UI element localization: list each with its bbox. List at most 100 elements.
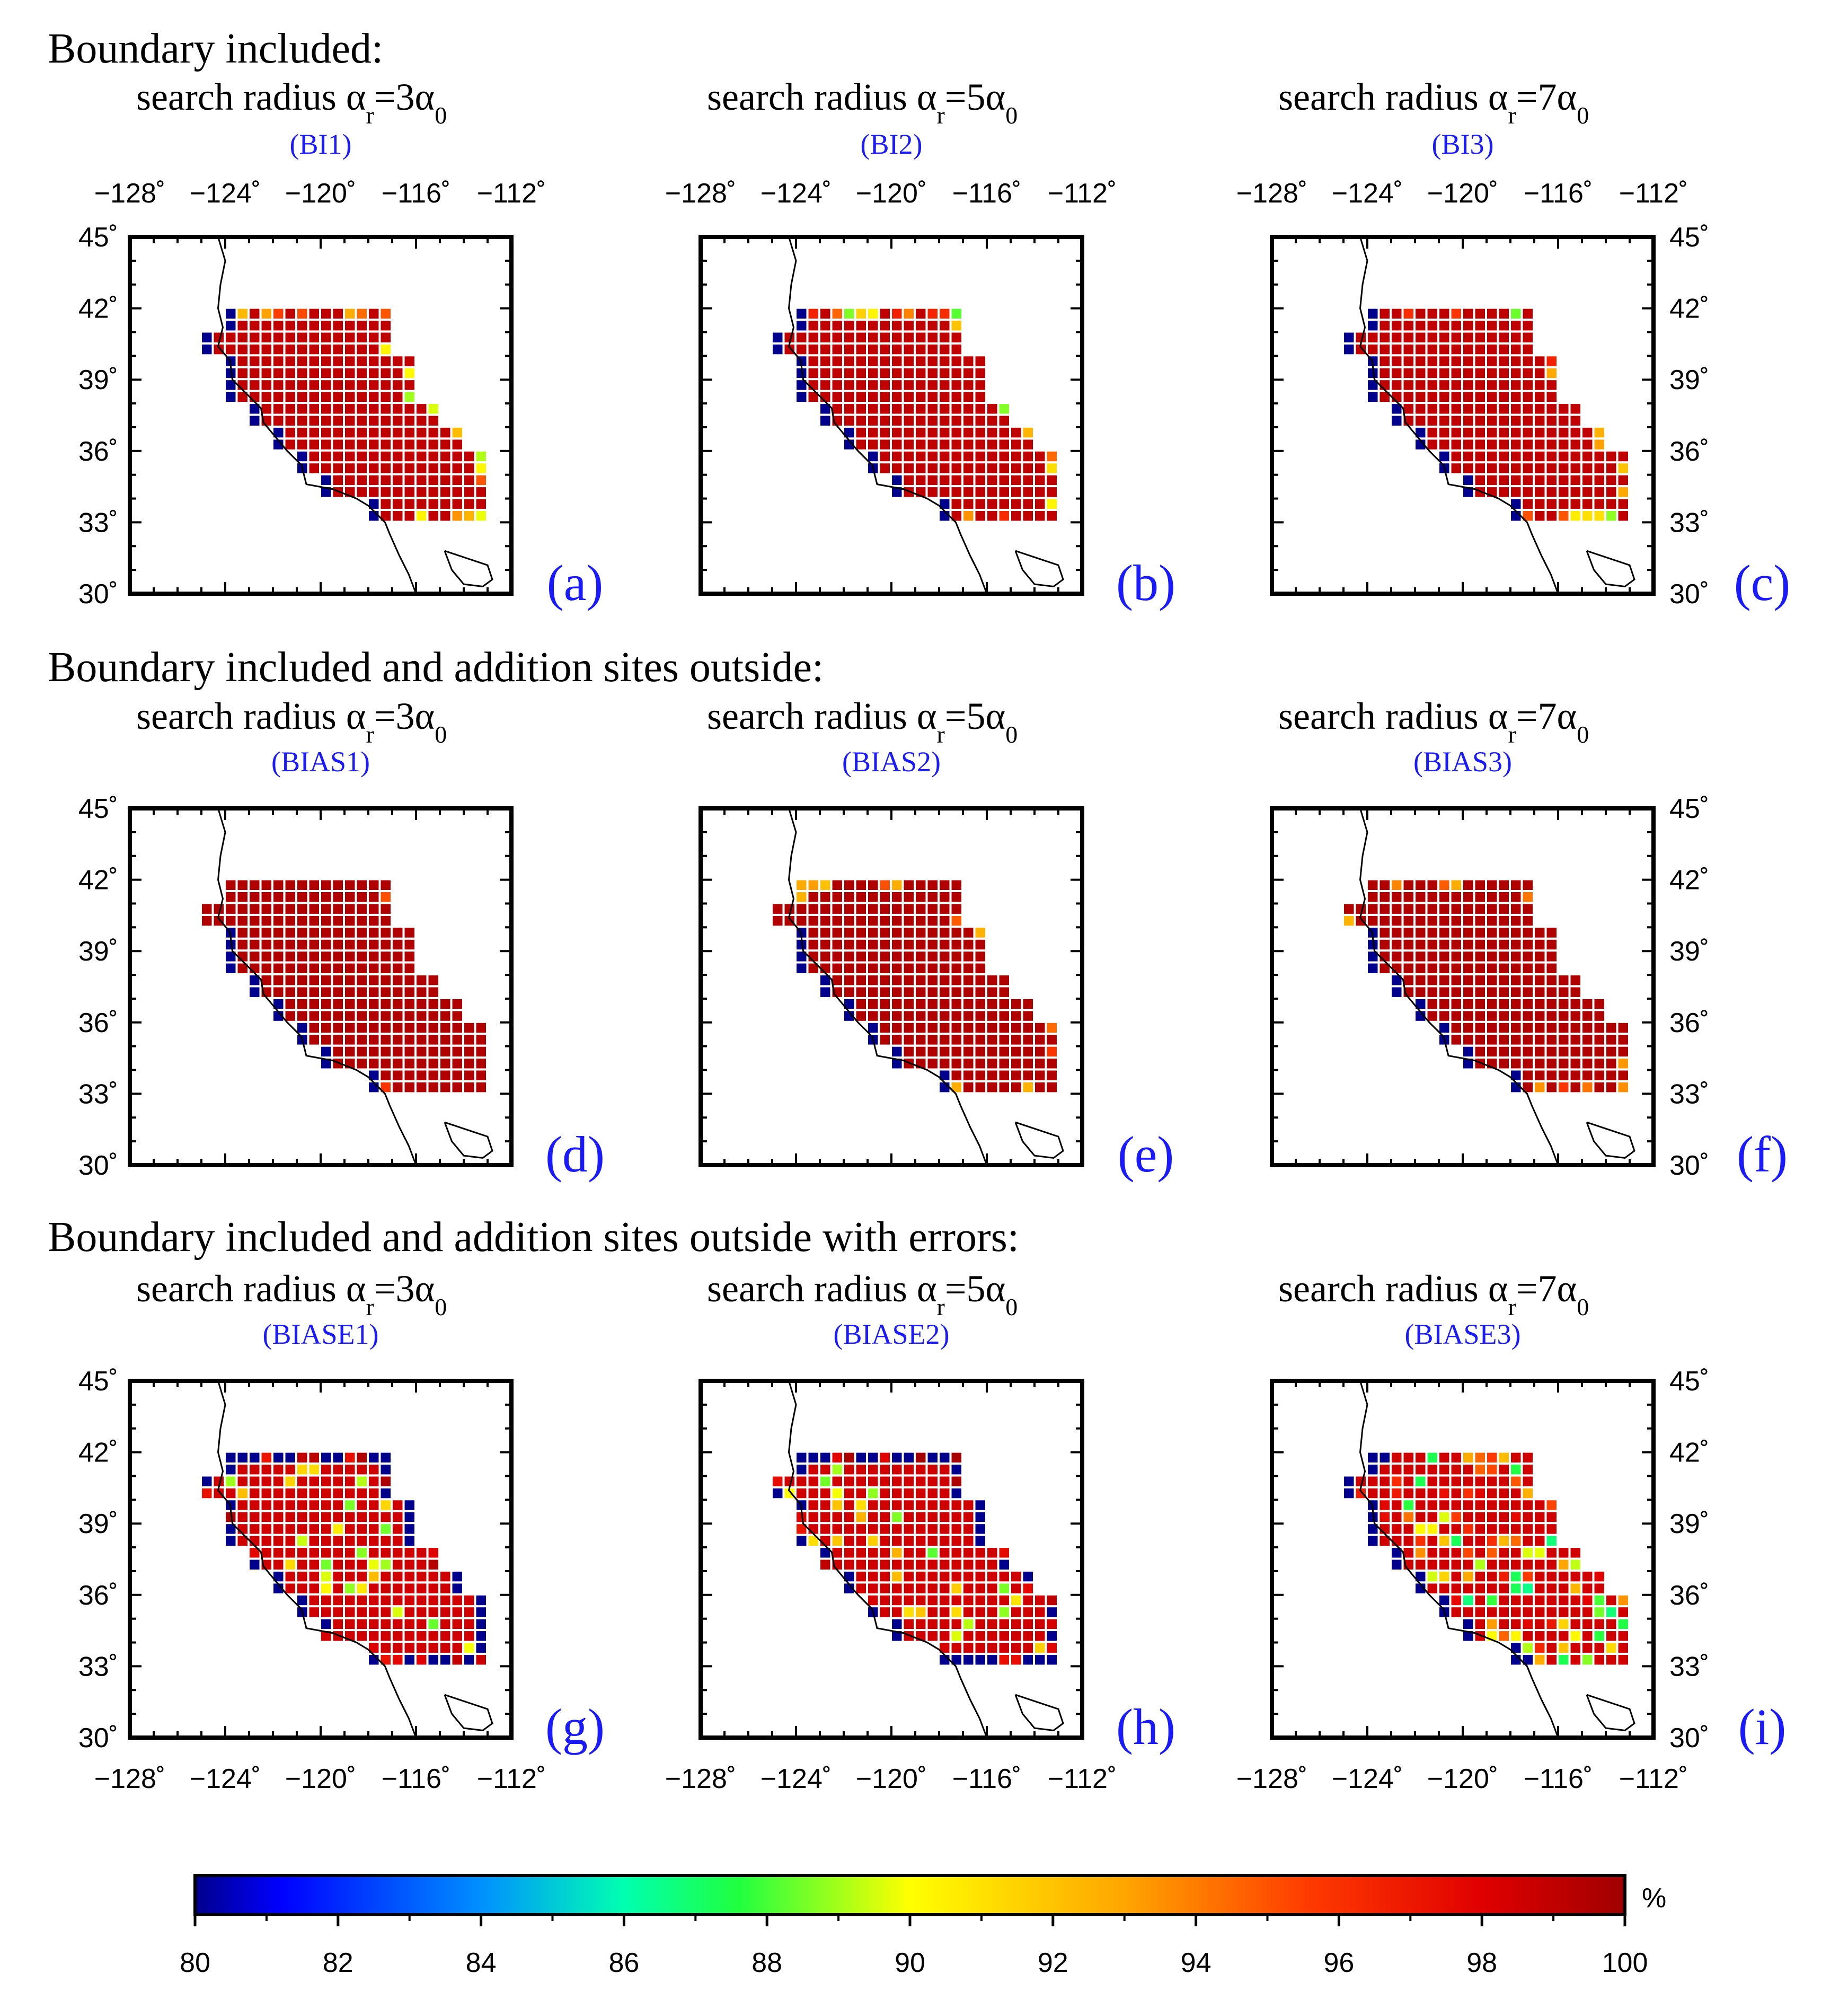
grid-cell xyxy=(855,1511,867,1523)
grid-cell xyxy=(260,307,272,320)
grid-cell xyxy=(1605,1021,1617,1034)
grid-cell xyxy=(320,391,332,403)
grid-cell xyxy=(1486,438,1498,451)
grid-cell xyxy=(272,986,285,998)
grid-cell xyxy=(260,927,272,939)
grid-cell xyxy=(1581,462,1594,474)
grid-cell xyxy=(1462,426,1474,439)
grid-cell xyxy=(843,1570,855,1583)
grid-cell xyxy=(356,986,368,998)
grid-cell xyxy=(867,355,879,367)
grid-cell xyxy=(1462,914,1474,927)
grid-cell xyxy=(1510,391,1522,403)
grid-cell xyxy=(1378,1475,1391,1487)
grid-cell xyxy=(1046,1642,1058,1654)
grid-cell xyxy=(272,379,285,391)
grid-cell xyxy=(272,355,285,367)
grid-cell xyxy=(1617,1606,1629,1618)
grid-cell xyxy=(296,1523,308,1535)
grid-cell xyxy=(308,426,320,439)
grid-cell xyxy=(807,914,819,927)
grid-cell xyxy=(855,379,867,391)
grid-cell xyxy=(403,1021,415,1034)
grid-cell xyxy=(1522,1045,1534,1058)
grid-cell xyxy=(1593,1582,1605,1594)
grid-cell xyxy=(1545,1654,1558,1666)
grid-cell xyxy=(903,962,915,974)
grid-cell xyxy=(891,927,903,939)
grid-cell xyxy=(320,1499,332,1511)
grid-cell xyxy=(855,415,867,427)
grid-cell xyxy=(926,1475,939,1487)
grid-cell xyxy=(403,462,415,474)
grid-cell xyxy=(998,1570,1010,1583)
x-tick-label: −112˚ xyxy=(1619,1764,1688,1794)
grid-cell xyxy=(903,1535,915,1547)
grid-cell xyxy=(392,1499,404,1511)
grid-cell xyxy=(344,438,356,451)
grid-cell xyxy=(1474,355,1486,367)
grid-cell xyxy=(320,1034,332,1046)
grid-cell xyxy=(225,879,237,891)
y-tick-label: 30˚ xyxy=(1669,1723,1709,1754)
grid-cell xyxy=(356,450,368,463)
grid-cell xyxy=(236,331,249,343)
grid-cell xyxy=(1545,391,1558,403)
grid-cell xyxy=(392,1511,404,1523)
grid-cell xyxy=(344,474,356,487)
grid-cell xyxy=(1605,1618,1617,1631)
grid-cell xyxy=(344,974,356,986)
grid-cell xyxy=(1034,1058,1046,1070)
grid-cell xyxy=(1022,1045,1034,1058)
grid-cell xyxy=(344,1010,356,1022)
grid-cell xyxy=(1593,438,1605,451)
grid-cell xyxy=(843,355,855,367)
grid-cell xyxy=(320,1487,332,1500)
grid-cell xyxy=(926,1499,939,1511)
grid-cell xyxy=(950,498,962,510)
grid-cell xyxy=(225,1535,237,1547)
grid-cell xyxy=(795,914,808,927)
grid-cell xyxy=(855,938,867,951)
grid-cell xyxy=(962,1654,975,1666)
grid-cell xyxy=(772,1487,784,1500)
grid-cell xyxy=(1391,403,1403,415)
grid-cell xyxy=(1581,438,1594,451)
grid-cell xyxy=(986,1630,998,1642)
grid-cell xyxy=(831,331,843,343)
grid-cell xyxy=(296,1499,308,1511)
grid-cell xyxy=(296,927,308,939)
grid-cell xyxy=(403,1642,415,1654)
grid-cell xyxy=(903,1618,915,1631)
grid-cell xyxy=(368,1451,380,1464)
grid-cell xyxy=(855,320,867,332)
grid-cell xyxy=(1558,426,1570,439)
grid-cell xyxy=(1474,307,1486,320)
y-tick-label: 45˚ xyxy=(1669,1366,1709,1397)
grid-cell xyxy=(795,331,808,343)
grid-cell xyxy=(308,879,320,891)
grid-cell xyxy=(1486,1618,1498,1631)
grid-cell xyxy=(1510,1451,1522,1464)
grid-cell xyxy=(1510,891,1522,903)
grid-cell xyxy=(915,1010,927,1022)
grid-cell xyxy=(1462,320,1474,332)
grid-cell xyxy=(1462,1021,1474,1034)
grid-cell xyxy=(950,927,962,939)
grid-cell xyxy=(249,307,261,320)
grid-cell xyxy=(891,379,903,391)
grid-cell xyxy=(1534,486,1546,498)
grid-cell xyxy=(1414,1487,1427,1500)
grid-cell xyxy=(1414,1535,1427,1547)
grid-cell xyxy=(1593,498,1605,510)
grid-cell xyxy=(1022,498,1034,510)
grid-cell xyxy=(1462,1582,1474,1594)
grid-cell xyxy=(1605,1045,1617,1058)
grid-cell xyxy=(320,1511,332,1523)
grid-cell xyxy=(356,474,368,487)
grid-cell xyxy=(439,1594,452,1607)
grid-cell xyxy=(950,950,962,963)
grid-cell xyxy=(998,1594,1010,1607)
grid-cell xyxy=(1046,1034,1058,1046)
grid-cell xyxy=(891,986,903,998)
